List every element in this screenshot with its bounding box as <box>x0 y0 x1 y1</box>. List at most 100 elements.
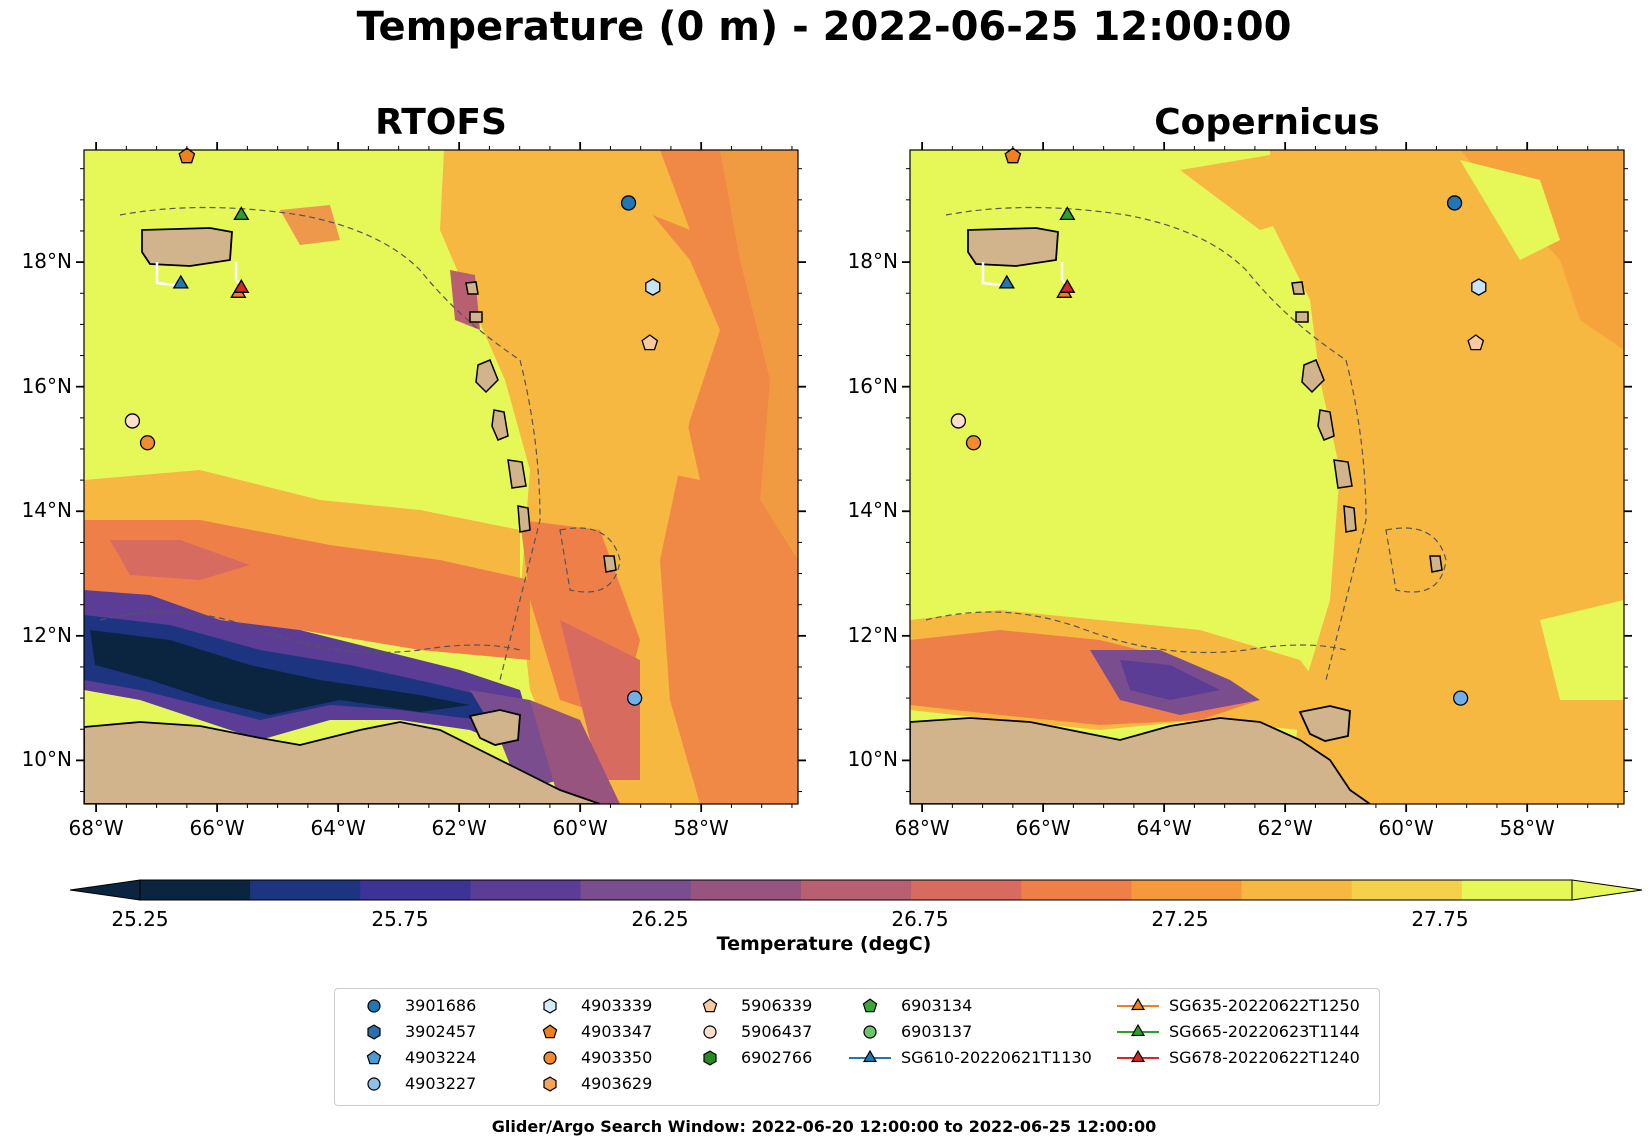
x-tick-label: 66°W <box>189 816 245 840</box>
legend-label: SG665-20220623T1144 <box>1169 1022 1360 1041</box>
legend-marker-icon <box>863 1025 877 1039</box>
x-tick-label: 66°W <box>1015 816 1071 840</box>
y-tick-label: 12°N <box>847 622 898 647</box>
x-tick-label: 58°W <box>1499 816 1555 840</box>
panel-title-rtofs: RTOFS <box>375 102 507 143</box>
legend-label: 6903137 <box>901 1022 973 1041</box>
map-frame-rtofs <box>83 149 799 805</box>
x-tick-label: 64°W <box>1136 816 1192 840</box>
colorbar-segment <box>1241 880 1353 900</box>
colorbar-segment <box>1021 880 1132 900</box>
legend-label: 3901686 <box>405 996 477 1015</box>
legend-label: 5906437 <box>741 1022 813 1041</box>
x-tick-label: 58°W <box>673 816 729 840</box>
x-tick-label: 68°W <box>68 816 124 840</box>
platform-marker-5906437 <box>950 413 967 429</box>
legend-label: 4903224 <box>405 1048 477 1067</box>
colorbar-segment <box>140 880 251 900</box>
platform-marker-4903350 <box>965 435 982 451</box>
colorbar <box>69 879 1643 901</box>
y-tick-label: 14°N <box>847 498 898 523</box>
colorbar-segment <box>360 880 472 900</box>
legend-label: SG678-20220622T1240 <box>1169 1048 1360 1067</box>
y-tick-label: 10°N <box>847 747 898 772</box>
legend-label: 4903339 <box>581 996 653 1015</box>
legend-marker-icon <box>543 1051 557 1065</box>
colorbar-segment <box>470 880 582 900</box>
legend-marker-icon <box>1117 1049 1159 1063</box>
platform-marker-5906437 <box>124 413 141 429</box>
platform-marker-5906339 <box>641 334 659 351</box>
legend-marker-icon <box>543 998 557 1014</box>
legend: 3901686 3902457 4903224 4903227 4903339 49033… <box>334 988 1380 1106</box>
platform-marker-3901686 <box>620 195 637 211</box>
colorbar-frame <box>139 879 1573 901</box>
legend-marker-icon <box>703 1050 717 1066</box>
colorbar-extend-low <box>69 879 141 901</box>
legend-marker-icon <box>542 1024 558 1039</box>
colorbar-extend-high <box>1571 879 1643 901</box>
colorbar-tick-label: 27.25 <box>1151 907 1209 931</box>
x-tick-label: 62°W <box>431 816 487 840</box>
figure-title: Temperature (0 m) - 2022-06-25 12:00:00 <box>356 4 1292 50</box>
colorbar-tick-label: 26.25 <box>631 907 689 931</box>
map-panel-rtofs <box>83 147 799 805</box>
platform-marker-4903350 <box>139 435 156 451</box>
map-frame-copernicus <box>909 149 1625 805</box>
platform-marker-sg610-20220621t1130 <box>998 274 1015 289</box>
legend-marker-icon <box>543 1076 557 1092</box>
colorbar-tick-label: 26.75 <box>891 907 949 931</box>
platform-marker-5906339 <box>1467 334 1485 351</box>
legend-marker-icon <box>367 1024 381 1040</box>
legend-label: 4903227 <box>405 1074 477 1093</box>
y-tick-label: 12°N <box>21 622 72 647</box>
map-panel-copernicus <box>909 147 1625 805</box>
legend-marker-icon <box>367 999 381 1013</box>
platform-marker-4903347 <box>1004 147 1022 164</box>
platform-marker-sg678-20220622t1240 <box>1059 278 1076 293</box>
legend-label: 3902457 <box>405 1022 477 1041</box>
colorbar-segment <box>690 880 802 900</box>
platform-marker-4903347 <box>178 147 196 164</box>
x-tick-label: 62°W <box>1257 816 1313 840</box>
y-tick-label: 16°N <box>847 373 898 398</box>
legend-marker-icon <box>367 1077 381 1091</box>
platform-markers-rtofs <box>124 147 661 706</box>
x-tick-label: 64°W <box>310 816 366 840</box>
y-tick-label: 16°N <box>21 373 72 398</box>
axis-ticks <box>76 142 1632 812</box>
legend-label: 5906339 <box>741 996 813 1015</box>
y-tick-label: 10°N <box>21 747 72 772</box>
colorbar-segment <box>1131 880 1243 900</box>
legend-marker-icon <box>862 998 878 1013</box>
platform-marker-4903227 <box>626 690 643 706</box>
platform-marker-4903227 <box>1452 690 1469 706</box>
x-tick-label: 68°W <box>894 816 950 840</box>
colorbar-tick-label: 25.25 <box>111 907 169 931</box>
legend-label: 4903347 <box>581 1022 653 1041</box>
legend-marker-icon <box>366 1050 382 1065</box>
legend-label: SG610-20220621T1130 <box>901 1048 1092 1067</box>
colorbar-segment <box>1351 880 1463 900</box>
legend-label: 6903134 <box>901 996 973 1015</box>
platform-marker-sg665-20220623t1144 <box>1059 206 1076 221</box>
legend-marker-icon <box>1117 1023 1159 1037</box>
legend-marker-icon <box>1117 997 1159 1011</box>
x-tick-label: 60°W <box>1378 816 1434 840</box>
colorbar-segment <box>911 880 1022 900</box>
legend-label: 4903629 <box>581 1074 653 1093</box>
legend-marker-icon <box>849 1049 891 1063</box>
platform-marker-3901686 <box>1446 195 1463 211</box>
colorbar-segment <box>580 880 692 900</box>
legend-marker-icon <box>703 1025 717 1039</box>
platform-marker-4903339 <box>645 278 661 296</box>
colorbar-label: Temperature (degC) <box>716 933 932 955</box>
legend-label: 6902766 <box>741 1048 813 1067</box>
panel-title-copernicus: Copernicus <box>1154 102 1380 143</box>
colorbar-segment <box>800 880 912 900</box>
temperature-field-rtofs <box>84 150 798 804</box>
platform-markers-copernicus <box>950 147 1487 706</box>
temperature-field-copernicus <box>910 150 1624 804</box>
legend-label: 4903350 <box>581 1048 653 1067</box>
